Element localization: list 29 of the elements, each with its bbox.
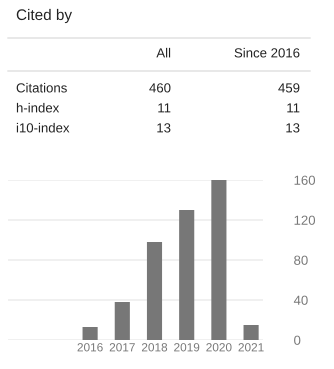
bar [179, 210, 194, 340]
text: 11 [287, 103, 300, 112]
text: Cited by [16, 8, 72, 24]
text: 11 [158, 103, 170, 112]
y-tick-label: 0 [294, 336, 300, 345]
category-label: All [156, 48, 170, 58]
y-tick-label: 160 [294, 176, 316, 185]
text: 459 [278, 83, 300, 93]
y-tick-label: 120 [294, 216, 316, 225]
x-tick-label: 2019 [174, 343, 200, 352]
bar [244, 325, 259, 340]
x-tick-label: 2021 [238, 343, 264, 352]
category-label: Since 2016 [234, 48, 300, 58]
text: 13 [286, 123, 300, 133]
bar [146, 242, 162, 340]
category-label: h-index [16, 102, 60, 113]
category-label: i10-index [16, 122, 70, 133]
y-tick-label: 80 [294, 256, 308, 265]
bar [114, 302, 130, 340]
x-tick-label: 2020 [206, 343, 232, 352]
text: 460 [149, 83, 170, 93]
x-tick-label: 2017 [110, 343, 135, 352]
bar [211, 180, 226, 340]
x-tick-label: 2016 [78, 343, 103, 352]
y-tick-label: 40 [294, 296, 308, 305]
bar [82, 327, 98, 340]
category-label: Citations [16, 82, 67, 93]
x-tick-label: 2018 [142, 343, 168, 352]
text: 13 [157, 123, 170, 133]
